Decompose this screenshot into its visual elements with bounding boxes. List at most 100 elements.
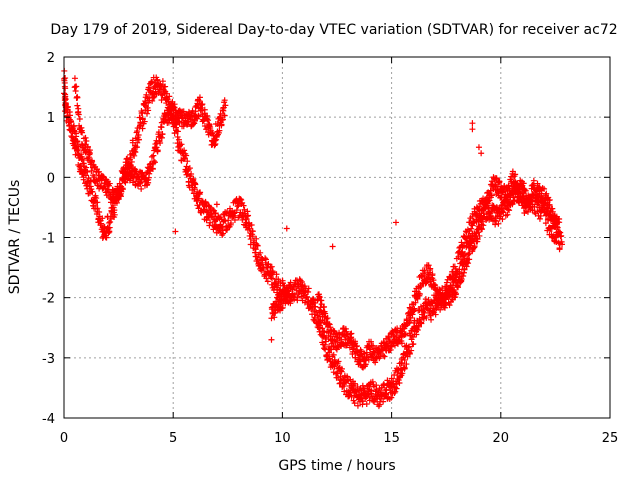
- data-point: [84, 168, 91, 175]
- data-point: [305, 285, 312, 292]
- y-tick-label: 0: [47, 171, 55, 186]
- data-point: [476, 232, 483, 239]
- data-point: [546, 201, 553, 208]
- data-point: [84, 143, 91, 150]
- y-tick-label: 2: [47, 51, 55, 66]
- data-point: [205, 117, 212, 124]
- data-point: [474, 236, 481, 243]
- data-point: [145, 84, 152, 91]
- data-point: [391, 389, 398, 396]
- data-point: [131, 148, 138, 155]
- data-point: [274, 294, 281, 301]
- data-point: [186, 165, 193, 172]
- data-point: [82, 164, 89, 171]
- data-point: [127, 154, 134, 161]
- data-point: [428, 316, 435, 323]
- data-point: [470, 220, 477, 227]
- data-point: [335, 358, 342, 365]
- x-axis-label: GPS time / hours: [278, 458, 395, 474]
- data-point: [158, 97, 165, 104]
- data-point: [158, 91, 165, 98]
- data-point: [415, 323, 422, 330]
- data-point: [209, 129, 216, 136]
- data-points: [61, 67, 566, 410]
- data-point: [269, 275, 276, 282]
- data-point: [268, 315, 275, 322]
- data-point: [192, 108, 199, 115]
- data-point: [469, 120, 476, 127]
- data-point: [495, 220, 502, 227]
- data-point: [512, 171, 519, 178]
- data-point: [198, 101, 205, 108]
- data-point: [122, 179, 129, 186]
- data-point: [230, 212, 237, 219]
- data-point: [351, 380, 358, 387]
- data-point: [79, 129, 86, 136]
- data-point: [221, 97, 228, 104]
- data-point: [276, 301, 283, 308]
- data-point: [97, 220, 104, 227]
- data-point: [178, 141, 185, 148]
- data-point: [437, 306, 444, 313]
- data-point: [83, 138, 90, 145]
- data-point: [158, 134, 165, 141]
- data-point: [191, 120, 198, 127]
- data-point: [252, 246, 259, 253]
- data-point: [143, 110, 150, 117]
- data-point: [78, 155, 85, 162]
- data-point: [75, 111, 82, 118]
- data-point: [527, 203, 534, 210]
- data-point: [401, 365, 408, 372]
- data-point: [137, 179, 144, 186]
- data-point: [73, 83, 80, 90]
- data-point: [235, 202, 242, 209]
- data-point: [536, 215, 543, 222]
- data-point: [157, 140, 164, 147]
- data-point: [480, 195, 487, 202]
- data-point: [499, 216, 506, 223]
- data-point: [354, 402, 361, 409]
- data-point: [152, 141, 159, 148]
- data-point: [149, 97, 156, 104]
- data-point: [333, 330, 340, 337]
- axis-ticks: [63, 56, 611, 419]
- data-point: [62, 85, 69, 92]
- data-point: [512, 179, 519, 186]
- data-point: [75, 142, 82, 149]
- data-point: [74, 138, 81, 145]
- y-tick-label: 1: [47, 111, 55, 126]
- data-point: [381, 353, 388, 360]
- data-point: [351, 400, 358, 407]
- data-point: [240, 202, 247, 209]
- data-point: [219, 116, 226, 123]
- data-point: [324, 315, 331, 322]
- x-tick-label: 25: [602, 431, 619, 446]
- data-point: [479, 218, 486, 225]
- data-point: [393, 381, 400, 388]
- data-point: [245, 212, 252, 219]
- data-point: [388, 394, 395, 401]
- data-point: [138, 185, 145, 192]
- data-point: [119, 186, 126, 193]
- data-point: [111, 211, 118, 218]
- x-tick-label: 0: [60, 431, 68, 446]
- data-point: [204, 116, 211, 123]
- data-point: [76, 116, 83, 123]
- data-point: [406, 350, 413, 357]
- data-point: [320, 332, 327, 339]
- data-point: [257, 249, 264, 256]
- data-point: [319, 325, 326, 332]
- data-point: [264, 278, 271, 285]
- data-point: [549, 208, 556, 215]
- data-point: [383, 386, 390, 393]
- data-point: [172, 228, 179, 235]
- data-point: [128, 158, 135, 165]
- data-point: [249, 233, 256, 240]
- data-point: [221, 112, 228, 119]
- data-point: [353, 388, 360, 395]
- data-point: [462, 234, 469, 241]
- data-point: [159, 78, 166, 85]
- data-point: [530, 177, 537, 184]
- data-point: [268, 336, 275, 343]
- data-point: [139, 109, 146, 116]
